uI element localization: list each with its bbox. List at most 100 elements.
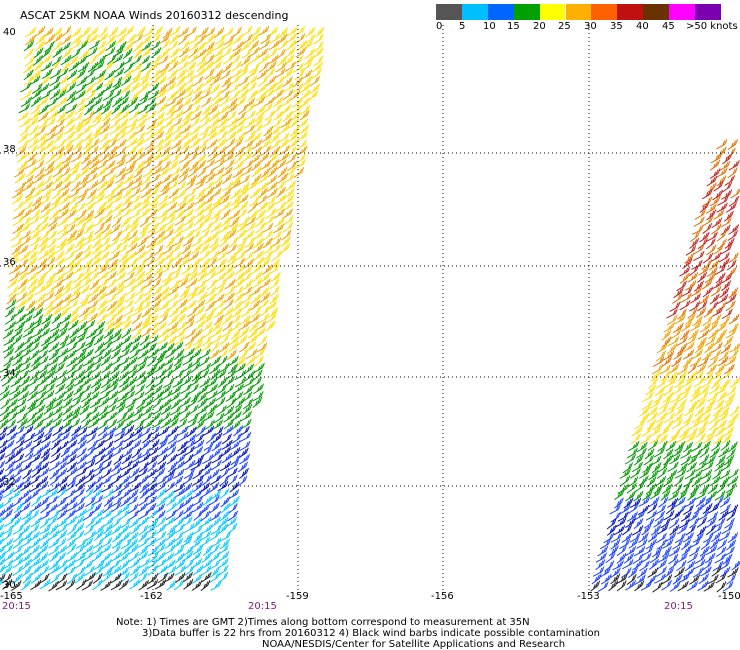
wind-barb	[116, 153, 127, 165]
wind-barb	[84, 76, 96, 87]
wind-barb	[48, 564, 60, 576]
wind-barb	[76, 76, 88, 87]
wind-barb	[126, 356, 138, 367]
wind-barb	[723, 210, 734, 222]
wind-barb	[126, 242, 138, 254]
wind-barb	[124, 384, 136, 396]
wind-barb	[627, 476, 639, 488]
wind-barb	[219, 460, 232, 472]
wind-barb	[66, 356, 78, 368]
wind-barb	[31, 495, 42, 507]
wind-barb	[125, 146, 137, 157]
wind-barb	[169, 405, 182, 416]
wind-barb	[726, 448, 736, 460]
wind-barb	[51, 188, 62, 200]
wind-barb	[223, 53, 234, 65]
wind-barb	[242, 377, 255, 388]
wind-barb	[73, 482, 85, 494]
wind-barb	[6, 278, 18, 289]
wind-barb	[87, 26, 99, 38]
wind-barb	[29, 370, 40, 382]
wind-barb	[71, 363, 84, 374]
wind-barb	[5, 299, 17, 310]
wind-barb	[667, 336, 680, 347]
wind-barb	[182, 236, 194, 247]
wind-barb	[259, 152, 270, 164]
wind-barb	[676, 335, 688, 347]
wind-barb	[255, 104, 266, 116]
wind-barb	[108, 236, 120, 248]
wind-barb	[78, 48, 90, 60]
wind-barb	[720, 343, 732, 354]
wind-barb	[672, 293, 683, 304]
wind-barb	[648, 559, 659, 570]
wind-barb	[106, 53, 117, 65]
wind-barb	[199, 348, 211, 359]
wind-barb	[115, 398, 127, 409]
wind-barb	[2, 328, 14, 340]
wind-barb	[64, 124, 76, 135]
wind-barb	[255, 90, 268, 102]
wind-barb	[710, 370, 723, 381]
wind-barb	[76, 349, 87, 360]
wind-barb	[81, 397, 92, 409]
wind-barb	[260, 257, 271, 269]
wind-barb	[139, 439, 151, 451]
wind-barb	[161, 369, 173, 380]
wind-barb	[158, 300, 170, 311]
wind-barb	[217, 117, 228, 129]
wind-barb	[122, 48, 133, 60]
wind-barb	[45, 153, 56, 165]
wind-barb	[105, 306, 117, 318]
wind-barb	[54, 243, 66, 255]
legend-label: 10	[483, 21, 496, 32]
wind-barb	[152, 159, 163, 171]
wind-barb	[659, 398, 671, 410]
wind-barb	[135, 362, 147, 373]
wind-barb	[645, 510, 657, 521]
wind-barb	[681, 286, 693, 298]
wind-barb	[128, 236, 139, 248]
wind-barb	[124, 285, 136, 296]
wind-barb	[279, 97, 291, 108]
wind-barb	[243, 279, 254, 291]
wind-barb	[33, 47, 44, 59]
wind-barb	[714, 553, 726, 564]
wind-barb	[141, 306, 152, 318]
wind-barb	[683, 504, 694, 515]
wind-barb	[1, 572, 13, 584]
wind-barb	[83, 524, 95, 536]
wind-barb	[79, 293, 91, 304]
wind-barb	[191, 524, 203, 536]
wind-barb	[138, 320, 150, 332]
wind-barb	[100, 383, 111, 394]
wind-barb	[259, 272, 271, 284]
wind-barb	[126, 495, 138, 506]
wind-barb	[237, 461, 248, 473]
wind-barb	[231, 61, 242, 72]
wind-barb	[183, 201, 195, 213]
wind-barb	[667, 497, 679, 508]
wind-barb	[97, 299, 107, 311]
wind-barb	[144, 110, 157, 121]
wind-barb	[79, 404, 90, 416]
wind-barb	[38, 467, 50, 478]
wind-barb	[27, 138, 38, 150]
wind-barb	[243, 258, 255, 269]
wind-barb	[723, 454, 735, 466]
wind-barb	[275, 48, 286, 60]
wind-barb	[663, 454, 674, 466]
wind-barb	[29, 481, 41, 493]
wind-barb	[240, 410, 252, 422]
wind-barb	[205, 377, 218, 388]
wind-barb	[647, 440, 659, 451]
wind-barb	[237, 334, 248, 346]
wind-barb	[663, 322, 675, 333]
wind-barb	[156, 496, 168, 507]
wind-barb	[56, 237, 68, 249]
wind-barb	[84, 209, 95, 221]
wind-barb	[142, 398, 154, 409]
wind-barb	[701, 405, 713, 416]
wind-barb	[709, 538, 720, 550]
wind-barb	[232, 160, 244, 171]
